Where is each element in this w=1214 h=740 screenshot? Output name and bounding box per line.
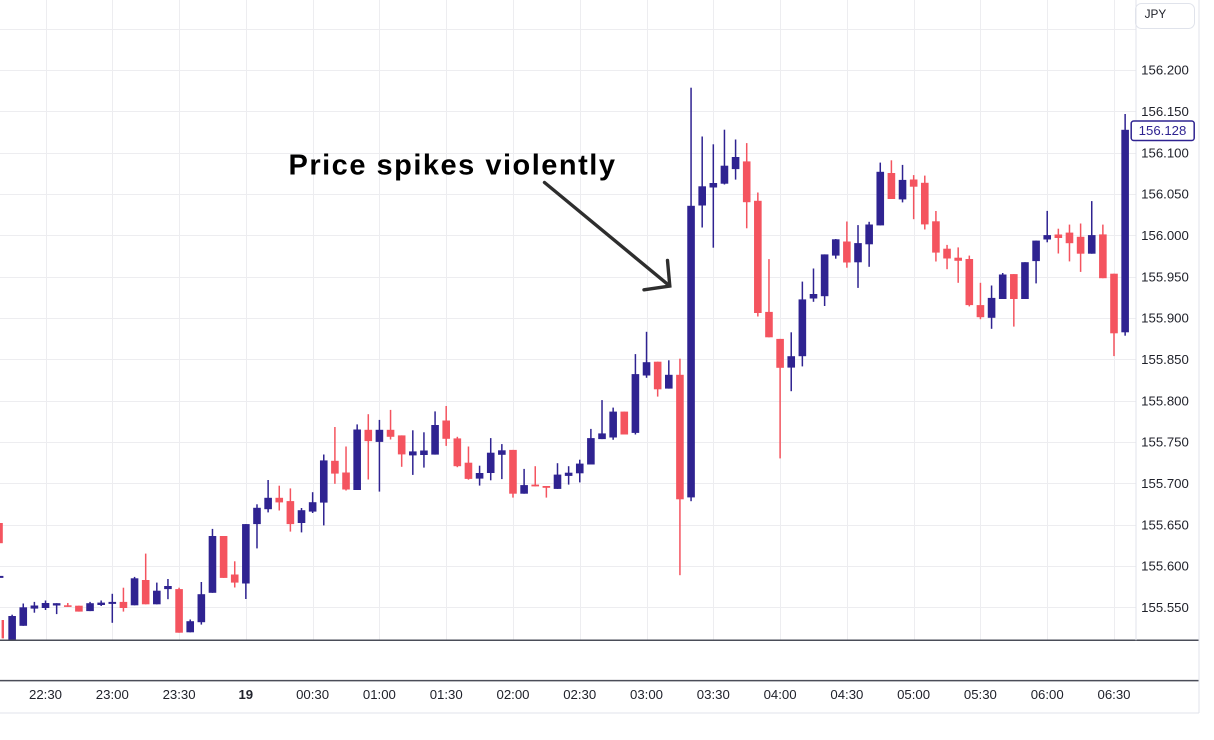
svg-text:23:30: 23:30 <box>163 687 196 702</box>
svg-text:155.850: 155.850 <box>1141 352 1189 367</box>
svg-text:19: 19 <box>238 687 253 702</box>
svg-text:04:30: 04:30 <box>830 687 863 702</box>
svg-text:156.100: 156.100 <box>1141 145 1189 160</box>
svg-text:155.550: 155.550 <box>1141 600 1189 615</box>
svg-text:155.650: 155.650 <box>1141 517 1189 532</box>
svg-text:156.200: 156.200 <box>1141 63 1189 78</box>
svg-text:03:00: 03:00 <box>630 687 663 702</box>
svg-text:06:30: 06:30 <box>1097 687 1130 702</box>
svg-text:01:30: 01:30 <box>430 687 463 702</box>
svg-text:155.800: 155.800 <box>1141 393 1189 408</box>
svg-text:02:00: 02:00 <box>496 687 529 702</box>
svg-text:155.600: 155.600 <box>1141 559 1189 574</box>
svg-text:156.000: 156.000 <box>1141 228 1189 243</box>
svg-text:23:00: 23:00 <box>96 687 129 702</box>
svg-text:05:00: 05:00 <box>897 687 930 702</box>
svg-text:03:30: 03:30 <box>697 687 730 702</box>
svg-text:04:00: 04:00 <box>764 687 797 702</box>
svg-text:155.950: 155.950 <box>1141 269 1189 284</box>
svg-text:156.050: 156.050 <box>1141 187 1189 202</box>
svg-text:01:00: 01:00 <box>363 687 396 702</box>
svg-text:02:30: 02:30 <box>563 687 596 702</box>
svg-text:05:30: 05:30 <box>964 687 997 702</box>
svg-text:00:30: 00:30 <box>296 687 329 702</box>
svg-text:156.128: 156.128 <box>1139 123 1187 138</box>
svg-text:155.700: 155.700 <box>1141 476 1189 491</box>
svg-text:22:30: 22:30 <box>29 687 62 702</box>
svg-text:155.900: 155.900 <box>1141 311 1189 326</box>
svg-text:Price spikes violently: Price spikes violently <box>289 150 617 182</box>
svg-text:155.750: 155.750 <box>1141 435 1189 450</box>
svg-text:JPY: JPY <box>1145 7 1167 21</box>
svg-text:06:00: 06:00 <box>1031 687 1064 702</box>
svg-text:156.150: 156.150 <box>1141 104 1189 119</box>
